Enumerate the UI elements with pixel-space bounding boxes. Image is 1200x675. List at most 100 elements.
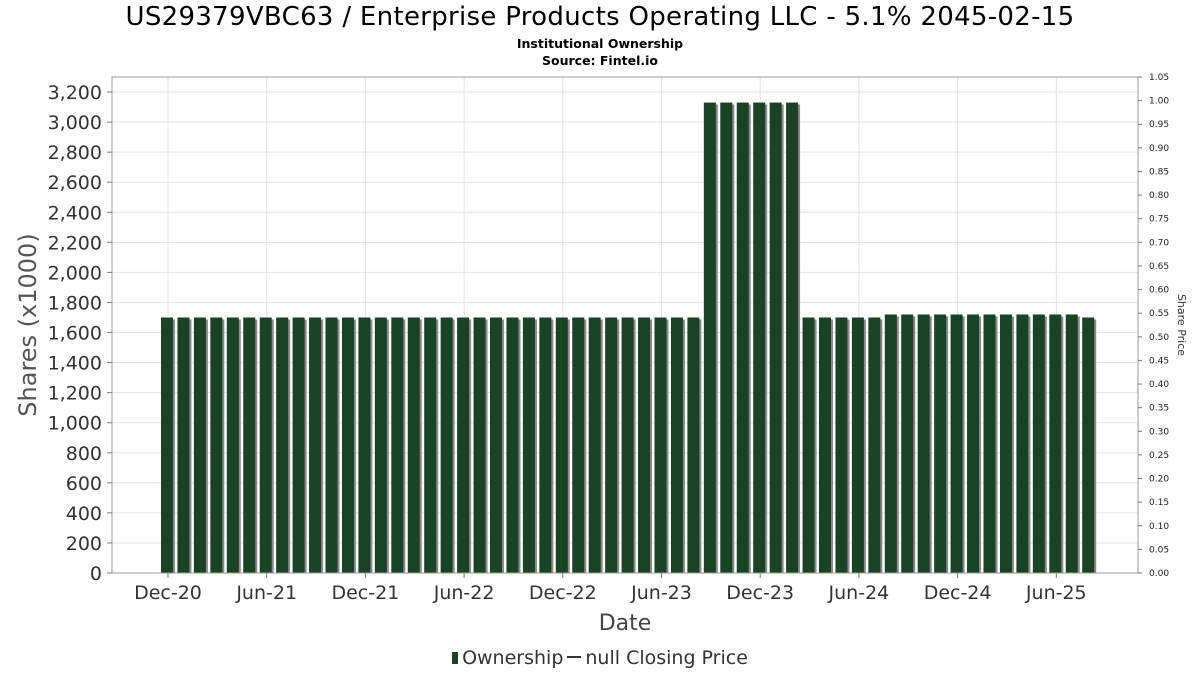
y-tick-label: 800 [66, 443, 102, 465]
y-tick-label: 2,800 [48, 142, 102, 164]
ownership-bar [654, 317, 667, 573]
ownership-bar [292, 317, 305, 573]
y2-axis-label: Share Price [1175, 294, 1188, 356]
ownership-bar [786, 102, 799, 573]
y-tick-label: 2,200 [48, 232, 102, 254]
x-axis-ticks: Dec-20 Jun-21 Dec-21 Jun-22 Dec-22 Jun-23 Dec-… [134, 573, 1087, 604]
price-legend-label: null Closing Price [585, 647, 748, 669]
ownership-bar [884, 314, 897, 573]
y2-tick-label: 0.35 [1149, 404, 1169, 414]
ownership-bar [325, 317, 338, 573]
y-axis-label: Shares (x1000) [14, 233, 42, 416]
y2-tick-label: 0.60 [1149, 286, 1169, 296]
ownership-bar [506, 317, 519, 573]
y2-tick-label: 0.15 [1149, 498, 1169, 508]
ownership-bar [309, 317, 322, 573]
y2-tick-label: 0.95 [1149, 120, 1169, 130]
y2-tick-label: 0.90 [1149, 144, 1169, 154]
ownership-bar [522, 317, 535, 573]
ownership-bar [901, 314, 914, 573]
chart-title: US29379VBC63 / Enterprise Products Opera… [125, 2, 1075, 32]
ownership-bar [835, 317, 848, 573]
x-tick-label: Jun-22 [433, 582, 495, 604]
price-legend-line [567, 656, 582, 658]
x-tick-label: Dec-22 [529, 582, 597, 604]
bars [161, 102, 1097, 573]
y-tick-label: 2,000 [48, 262, 102, 284]
ownership-bar [621, 317, 634, 573]
ownership-bar [934, 314, 947, 573]
y2-tick-label: 0.20 [1149, 475, 1169, 485]
y2-tick-label: 0.80 [1149, 191, 1169, 201]
ownership-bar [999, 314, 1012, 573]
ownership-bar [868, 317, 881, 573]
ownership-bar [687, 317, 700, 573]
ownership-bar [374, 317, 387, 573]
ownership-bar [802, 317, 815, 573]
y-tick-label: 2,600 [48, 172, 102, 194]
ownership-bar [424, 317, 437, 573]
ownership-bar [440, 317, 453, 573]
ownership-bar [490, 317, 502, 573]
ownership-bar [703, 102, 716, 573]
ownership-bar [605, 317, 618, 573]
y-tick-label: 1,800 [48, 292, 102, 314]
ownership-bar [473, 317, 486, 573]
y-axis-ticks: 0 200 400 600 800 1,000 1,200 1,400 1,600 1,800 2,… [48, 82, 112, 585]
y2-tick-label: 0.45 [1149, 356, 1169, 366]
x-axis-label: Date [599, 611, 652, 636]
y2-tick-label: 0.30 [1149, 427, 1169, 437]
y2-tick-label: 0.05 [1149, 545, 1169, 555]
ownership-bar [259, 317, 272, 573]
ownership-bar [243, 317, 256, 573]
y-tick-label: 200 [66, 533, 102, 555]
ownership-bar [736, 102, 749, 573]
x-tick-label: Dec-21 [331, 582, 399, 604]
y-tick-label: 1,600 [48, 323, 102, 345]
plot-border [111, 76, 1139, 574]
ownership-bar [226, 317, 239, 573]
ownership-bar [1082, 317, 1095, 573]
ownership-bar [720, 102, 733, 573]
y2-tick-label: 1.00 [1149, 97, 1169, 107]
y-tick-label: 0 [90, 563, 102, 585]
y2-tick-label: 0.65 [1149, 262, 1169, 272]
ownership-bar [391, 317, 404, 573]
ownership-bar [950, 314, 963, 573]
ownership-bar [917, 314, 930, 573]
ownership-legend-swatch [452, 652, 459, 664]
y-tick-label: 600 [66, 473, 102, 495]
ownership-bar [358, 317, 371, 573]
ownership-bar [983, 314, 996, 573]
legend: Ownership null Closing Price [0, 647, 1200, 669]
x-tick-label: Jun-25 [1025, 582, 1087, 604]
y2-tick-label: 0.75 [1149, 215, 1169, 225]
ownership-bar [588, 317, 601, 573]
ownership-bar [967, 314, 980, 573]
ownership-bar [457, 317, 470, 573]
ownership-bar [407, 317, 420, 573]
ownership-bar [1032, 314, 1045, 573]
ownership-bar [177, 317, 190, 573]
y2-tick-label: 0.40 [1149, 380, 1169, 390]
ownership-bar [753, 102, 766, 573]
y-tick-label: 2,400 [48, 202, 102, 224]
ownership-legend-label: Ownership [462, 647, 564, 669]
chart-subtitle: Institutional Ownership [516, 36, 684, 51]
ownership-bar [276, 317, 289, 573]
x-tick-label: Dec-24 [924, 582, 992, 604]
y2-tick-label: 0.25 [1149, 451, 1169, 461]
y2-axis-ticks: 0.00 0.05 0.10 0.15 0.20 0.25 0.30 0.35 0.40 0.45… [1138, 73, 1169, 579]
y2-tick-label: 1.05 [1149, 73, 1169, 83]
y2-tick-label: 0.70 [1149, 238, 1169, 248]
y2-tick-label: 0.85 [1149, 167, 1169, 177]
ownership-bar [210, 317, 223, 573]
y2-tick-label: 0.10 [1149, 522, 1169, 532]
x-tick-label: Dec-23 [726, 582, 794, 604]
y2-tick-label: 0.55 [1149, 309, 1169, 319]
ownership-bar [769, 102, 782, 573]
ownership-bar [341, 317, 354, 573]
ownership-bar [572, 317, 585, 573]
ownership-bar [1065, 314, 1078, 573]
